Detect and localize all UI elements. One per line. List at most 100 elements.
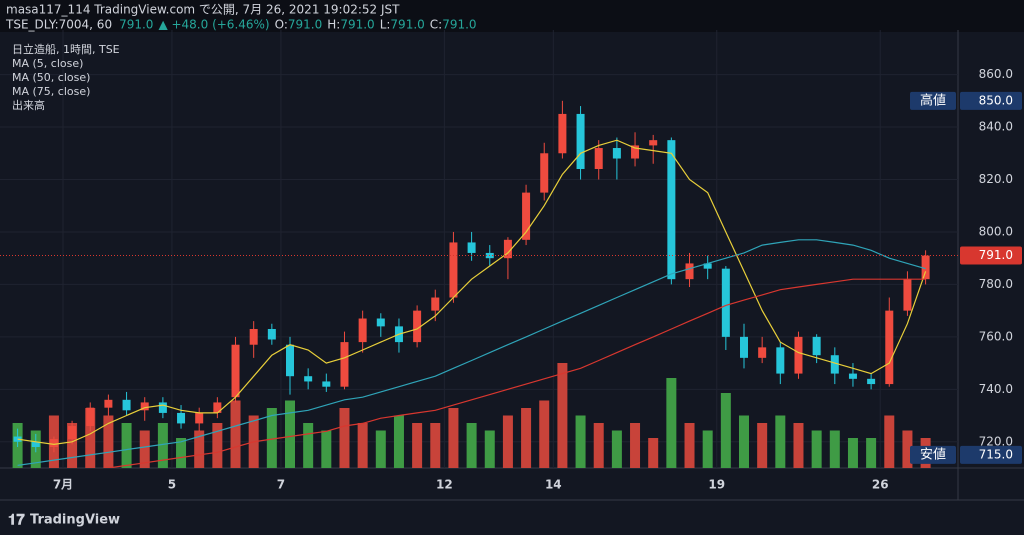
y-tick-label: 840.0 <box>979 120 1013 134</box>
publisher: masa117_114 TradingView.com で公開, 7月 26, … <box>6 3 400 17</box>
candle-body <box>213 402 222 413</box>
volume-bar <box>739 415 749 468</box>
brand: TradingView <box>30 513 120 528</box>
volume-bar <box>557 363 568 468</box>
x-tick-label: 26 <box>872 478 889 492</box>
candle-body <box>721 268 730 337</box>
x-tick-label: 14 <box>545 478 562 492</box>
header-bg <box>0 0 1024 32</box>
volume-bar <box>448 408 459 468</box>
volume-bar <box>139 430 150 468</box>
x-tick-label: 12 <box>436 478 453 492</box>
y-tick-label: 800.0 <box>979 224 1013 238</box>
candle-body <box>376 318 385 327</box>
volume-bar <box>902 430 913 468</box>
volume-bar <box>194 430 205 468</box>
volume-bar <box>285 400 295 468</box>
volume-bar <box>884 415 895 468</box>
badge-tag-label: 安値 <box>920 446 946 462</box>
candle-body <box>177 412 186 424</box>
candle-body <box>158 402 167 413</box>
candle-body <box>249 328 258 345</box>
volume-bar <box>375 430 386 468</box>
candle-body <box>540 153 549 193</box>
volume-bar <box>684 423 695 468</box>
candle-body <box>776 347 785 374</box>
candle-body <box>49 439 58 448</box>
volume-bar <box>666 378 677 468</box>
volume-bar <box>466 423 477 468</box>
header-value: 791.0 <box>390 18 424 32</box>
candle-body <box>431 297 440 311</box>
volume-bar <box>630 423 641 468</box>
badge-tag-label: 高値 <box>920 92 946 108</box>
volume-bar <box>266 408 277 468</box>
candle-body <box>830 355 839 374</box>
volume-bar <box>430 423 441 468</box>
volume-bar <box>702 430 713 468</box>
candle-body <box>358 318 367 343</box>
header-value: 791.0 <box>288 18 322 32</box>
x-tick-label: 5 <box>168 478 176 492</box>
volume-bar <box>793 423 804 468</box>
x-tick-label: 7月 <box>53 478 73 492</box>
header-value: C: <box>430 18 442 32</box>
candle-body <box>848 373 857 379</box>
price-badge-label: 715.0 <box>979 447 1013 461</box>
volume-bar <box>502 415 513 468</box>
y-tick-label: 780.0 <box>979 277 1013 291</box>
ma-line <box>104 278 926 468</box>
badge-tag <box>910 445 956 464</box>
volume-bar <box>775 415 786 468</box>
candle-body <box>703 263 712 269</box>
volume-bar <box>611 430 622 468</box>
price-badge-label: 791.0 <box>979 248 1013 262</box>
volume-bar <box>393 415 404 468</box>
candle-body <box>921 255 930 280</box>
candle-body <box>449 242 458 298</box>
candle-body <box>903 279 912 311</box>
ma-line <box>17 139 927 446</box>
volume-bar <box>85 408 96 468</box>
header-value: ▲ +48.0 (+6.46%) <box>158 18 269 32</box>
candle-body <box>503 239 512 259</box>
legend-title: 日立造船, 1時間, TSE <box>12 42 120 56</box>
volume-bar <box>720 393 731 468</box>
header-value: 791.0 <box>442 18 476 32</box>
volume-bar <box>103 415 114 468</box>
volume-bar <box>539 400 550 468</box>
volume-bar <box>829 430 840 468</box>
candle-body <box>195 412 204 424</box>
candle-body <box>758 347 767 358</box>
volume-bar <box>67 423 78 468</box>
volume-bar <box>412 423 423 468</box>
volume-bar <box>757 423 768 468</box>
price-badge <box>960 445 1022 464</box>
volume-bar <box>212 423 223 468</box>
header-value: O: <box>275 18 288 32</box>
candle-body <box>467 242 476 253</box>
candle-body <box>122 399 131 411</box>
header-value: 791.0 <box>119 18 153 32</box>
volume-bar <box>303 423 314 468</box>
volume-bar <box>648 438 659 468</box>
candle-body <box>231 344 240 398</box>
header-value: 791.0 <box>340 18 374 32</box>
y-tick-label: 760.0 <box>979 329 1013 343</box>
badge-tag <box>910 91 956 110</box>
legend-entry: MA (75, close) <box>12 85 90 98</box>
candle-body <box>558 113 567 154</box>
candle-body <box>594 148 603 170</box>
candle-body <box>649 140 658 146</box>
candle-body <box>667 140 676 280</box>
candle-body <box>140 402 149 411</box>
legend-entry: MA (5, close) <box>12 57 83 70</box>
candle-body <box>322 381 331 387</box>
volume-bar <box>357 423 368 468</box>
candle-body <box>104 399 113 408</box>
y-tick-label: 860.0 <box>979 67 1013 81</box>
candle-body <box>304 376 313 382</box>
candle-body <box>794 336 803 374</box>
volume-bar <box>847 438 858 468</box>
